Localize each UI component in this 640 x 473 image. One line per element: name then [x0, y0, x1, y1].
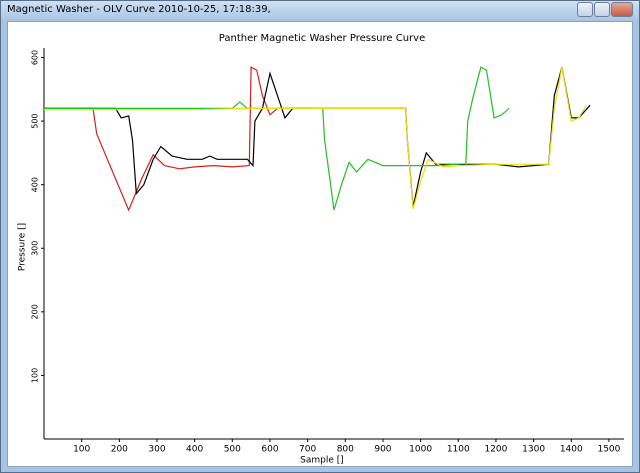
- close-button[interactable]: [611, 2, 633, 17]
- y-tick-label: 200: [31, 304, 40, 319]
- series-line: [44, 66, 316, 212]
- client-area: Panther Magnetic Washer Pressure Curve S…: [7, 21, 633, 467]
- chart-title: Panther Magnetic Washer Pressure Curve: [219, 33, 425, 44]
- x-tick-label: 600: [261, 445, 278, 455]
- y-tick-label: 500: [31, 113, 40, 128]
- x-tick-label: 800: [337, 445, 354, 455]
- x-tick-label: 700: [299, 445, 316, 455]
- x-axis-title: Sample []: [300, 456, 344, 466]
- x-tick-label: 900: [374, 445, 391, 455]
- x-tick-label: 1500: [597, 445, 620, 455]
- x-tick-label: 300: [148, 445, 165, 455]
- x-tick-label: 500: [224, 445, 241, 455]
- y-axis-title: Pressure []: [18, 223, 28, 271]
- x-tick-label: 100: [73, 445, 90, 455]
- x-tick-label: 1400: [560, 445, 583, 455]
- y-tick-label: 100: [31, 368, 40, 383]
- x-tick-label: 1200: [484, 445, 507, 455]
- y-tick-label: 300: [31, 241, 40, 256]
- x-tick-label: 1000: [409, 445, 432, 455]
- series-line: [44, 66, 510, 211]
- minimize-button[interactable]: [577, 2, 593, 17]
- y-tick-label: 600: [31, 50, 40, 65]
- x-tick-label: 200: [111, 445, 128, 455]
- window-title: Magnetic Washer - OLV Curve 2010-10-25, …: [7, 4, 271, 15]
- x-tick-label: 1300: [522, 445, 545, 455]
- series-line: [44, 66, 591, 208]
- maximize-button[interactable]: [594, 2, 610, 17]
- y-tick-label: 400: [31, 177, 40, 192]
- x-tick-label: 1100: [447, 445, 470, 455]
- title-bar: Magnetic Washer - OLV Curve 2010-10-25, …: [1, 1, 639, 21]
- chart: Panther Magnetic Washer Pressure Curve S…: [18, 33, 624, 466]
- series-line: [44, 66, 587, 210]
- x-tick-label: 400: [186, 445, 203, 455]
